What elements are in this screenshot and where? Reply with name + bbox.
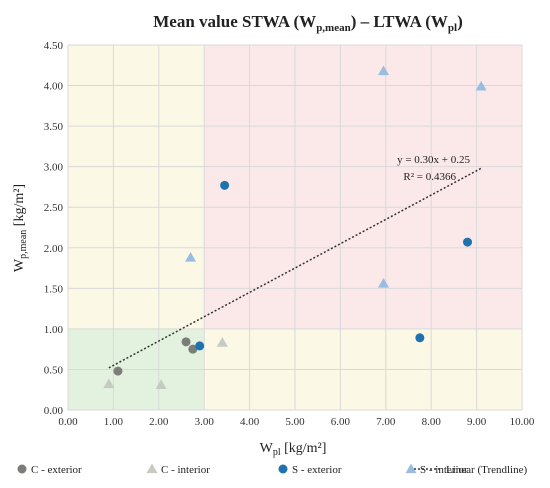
legend-marker-1 <box>146 463 158 474</box>
point-series-3 <box>185 252 197 262</box>
x-tick-label: 4.00 <box>240 416 260 428</box>
title-sub1: p,mean <box>316 22 351 34</box>
point-series-1 <box>155 379 167 389</box>
x-tick-label: 8.00 <box>422 416 442 428</box>
y-axis-label: Wp,mean [kg/m²] <box>12 184 29 272</box>
zone-high <box>204 45 522 329</box>
legend-marker-0 <box>17 464 27 474</box>
background-zones <box>68 45 522 410</box>
point-series-1 <box>103 378 115 389</box>
x-tick-label: 9.00 <box>467 416 487 428</box>
point-series-2 <box>220 180 230 190</box>
point-series-3 <box>378 277 390 288</box>
y-axis-base: W <box>12 258 27 272</box>
legend-label-2: S - exterior <box>292 464 342 476</box>
x-tick-label: 6.00 <box>331 416 351 428</box>
legend-marker-2 <box>278 464 288 474</box>
x-tick-label: 0.00 <box>58 416 78 428</box>
y-tick-label: 3.00 <box>44 162 64 174</box>
zone-mid-left <box>68 45 205 329</box>
y-tick-label: 4.00 <box>44 81 64 93</box>
point-series-3 <box>475 80 487 91</box>
y-tick-label: 2.00 <box>44 243 64 255</box>
point-series-2 <box>463 237 473 247</box>
title-mid: ) – LTWA (W <box>351 12 448 31</box>
legend-label-3: S - interior <box>420 464 468 476</box>
point-series-1 <box>216 337 228 347</box>
legend: C - exterior C - interior S - exterior S - … <box>17 463 527 476</box>
gridlines <box>67 44 523 411</box>
x-tick-label: 2.00 <box>149 416 169 428</box>
title-lead: Mean value STWA (W <box>153 12 316 31</box>
trendline-r2: R² = 0.4366 <box>403 171 456 183</box>
legend-label-0: C - exterior <box>31 464 82 476</box>
y-tick-labels: 0.00 0.50 1.00 1.50 2.00 2.50 3.00 3.50 4.00 4.50 <box>44 40 64 417</box>
y-tick-label: 2.50 <box>44 202 64 214</box>
legend-label-1: C - interior <box>161 464 210 476</box>
y-axis-sub: p,mean <box>18 230 29 259</box>
x-tick-label: 10.00 <box>510 416 535 428</box>
y-tick-label: 1.00 <box>44 324 64 336</box>
trendline-equation: y = 0.30x + 0.25 <box>397 154 470 166</box>
point-series-3 <box>378 65 390 76</box>
y-tick-label: 4.50 <box>44 40 64 52</box>
y-tick-label: 3.50 <box>44 121 64 133</box>
data-points <box>103 65 487 389</box>
x-axis-unit: [kg/m²] <box>281 441 327 456</box>
title-sub2: pl <box>448 22 457 34</box>
y-tick-label: 0.00 <box>44 405 64 417</box>
chart-title: Mean value STWA (Wp,mean) – LTWA (Wpl) <box>153 12 462 34</box>
point-series-0 <box>113 366 123 376</box>
x-axis-label: Wpl [kg/m²] <box>260 441 327 458</box>
x-tick-label: 7.00 <box>376 416 396 428</box>
y-tick-label: 1.50 <box>44 283 64 295</box>
title-tail: ) <box>457 12 463 31</box>
x-axis-sub: pl <box>273 447 281 458</box>
legend-trendline-label: Linear (Trendline) <box>446 464 527 476</box>
x-axis-base: W <box>260 441 274 456</box>
x-tick-label: 5.00 <box>285 416 305 428</box>
legend-marker-3 <box>405 463 417 474</box>
y-tick-label: 0.50 <box>44 364 64 376</box>
point-series-0 <box>188 344 198 354</box>
x-tick-label: 3.00 <box>195 416 215 428</box>
point-series-0 <box>181 337 191 347</box>
x-tick-label: 1.00 <box>104 416 124 428</box>
x-tick-labels: 0.00 1.00 2.00 3.00 4.00 5.00 6.00 7.00 8.00 9.00… <box>58 416 535 428</box>
y-axis-unit: [kg/m²] <box>12 184 27 230</box>
point-series-2 <box>195 341 205 351</box>
point-series-2 <box>415 333 425 343</box>
